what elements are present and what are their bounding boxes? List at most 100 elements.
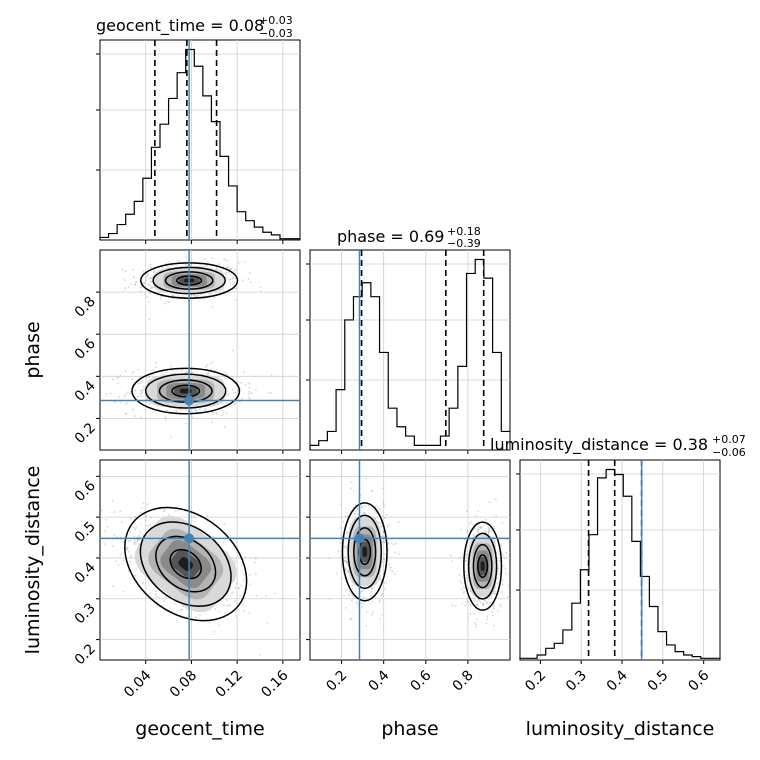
sample-point xyxy=(478,599,481,602)
sample-point xyxy=(357,513,359,516)
sample-point xyxy=(385,514,388,516)
sample-point xyxy=(139,286,142,289)
sample-point xyxy=(380,525,382,527)
sample-point xyxy=(462,591,465,594)
sample-point xyxy=(222,265,225,268)
contour-line xyxy=(124,506,248,622)
sample-point xyxy=(135,525,138,528)
sample-point xyxy=(190,516,193,519)
sample-point xyxy=(344,567,347,570)
sample-point xyxy=(250,392,253,394)
sample-point xyxy=(270,391,273,394)
overlay-layer xyxy=(99,40,720,660)
sample-point xyxy=(122,590,125,593)
sample-point xyxy=(208,292,211,295)
sample-point xyxy=(229,268,232,271)
sample-point xyxy=(477,528,479,531)
x-tick-label: 0.6 xyxy=(408,667,435,694)
sample-point xyxy=(360,506,363,509)
sample-point xyxy=(141,391,143,394)
sample-point xyxy=(148,376,151,378)
sample-point xyxy=(118,395,121,398)
sample-point xyxy=(191,416,193,418)
sample-point xyxy=(133,275,135,278)
truth-marker xyxy=(184,395,195,406)
sample-point xyxy=(464,559,467,562)
sample-point xyxy=(137,369,140,371)
sample-point xyxy=(487,530,490,533)
sample-point xyxy=(133,541,136,544)
sample-point xyxy=(195,295,198,298)
sample-point xyxy=(449,554,452,557)
sample-point xyxy=(205,366,207,368)
sample-point xyxy=(454,605,457,607)
sample-point xyxy=(101,509,104,512)
sample-point xyxy=(213,296,215,299)
contour-line xyxy=(131,367,241,415)
sample-point xyxy=(243,261,246,264)
sample-point xyxy=(339,527,342,529)
sample-point xyxy=(493,592,496,595)
sample-point xyxy=(497,567,500,570)
sample-point xyxy=(344,556,347,559)
y-tick-label: 0.6 xyxy=(72,478,99,505)
density-block xyxy=(480,561,485,571)
sample-point xyxy=(363,596,365,599)
sample-point xyxy=(383,541,386,544)
sample-point xyxy=(181,295,184,297)
truth-marker xyxy=(184,533,195,544)
sample-point xyxy=(499,605,502,608)
sample-point xyxy=(223,425,226,428)
sample-point xyxy=(248,573,251,576)
sample-point xyxy=(218,263,220,265)
sample-point xyxy=(143,389,146,391)
sample-point xyxy=(249,397,251,400)
contour-line xyxy=(144,373,227,409)
sample-point xyxy=(211,306,214,308)
sample-point xyxy=(481,526,484,529)
sample-point xyxy=(354,510,357,513)
sample-point xyxy=(228,271,231,274)
sample-point xyxy=(163,510,165,513)
sample-point xyxy=(356,508,359,510)
panels xyxy=(96,39,721,664)
sample-point xyxy=(140,395,143,398)
sample-point xyxy=(237,587,240,590)
x-tick-label: 0.16 xyxy=(258,667,291,700)
sample-point xyxy=(364,505,367,507)
sample-point xyxy=(226,401,229,404)
sample-point xyxy=(127,569,130,572)
y-tick-label: 0.3 xyxy=(72,600,99,627)
x-tick-label: 0.4 xyxy=(365,667,392,694)
sample-point xyxy=(133,526,136,529)
sample-point xyxy=(234,559,237,562)
sample-point xyxy=(155,361,158,364)
sample-point xyxy=(475,623,478,626)
sample-point xyxy=(260,290,262,292)
sample-point xyxy=(197,294,200,297)
sample-point xyxy=(223,404,225,407)
sample-point xyxy=(233,391,235,394)
sample-point xyxy=(393,543,395,546)
sample-point xyxy=(486,615,489,618)
sample-point xyxy=(503,564,505,567)
sample-point xyxy=(225,273,227,276)
sample-point xyxy=(462,586,465,589)
sample-point xyxy=(226,551,229,553)
sample-point xyxy=(506,538,508,541)
sample-point xyxy=(142,502,145,505)
contour-line xyxy=(353,527,377,577)
contour-line xyxy=(472,543,493,589)
sample-point xyxy=(243,371,245,374)
title-luminosity-distance: luminosity_distance = 0.38 xyxy=(490,435,708,455)
sample-point xyxy=(346,561,349,564)
sample-point xyxy=(232,381,235,384)
sample-point xyxy=(224,271,227,274)
sample-point xyxy=(136,540,139,543)
sample-point xyxy=(234,561,236,564)
sample-point xyxy=(484,518,487,521)
sample-point xyxy=(130,372,133,375)
sample-point xyxy=(254,388,257,391)
sample-point xyxy=(483,599,486,602)
density-mode xyxy=(131,367,241,415)
